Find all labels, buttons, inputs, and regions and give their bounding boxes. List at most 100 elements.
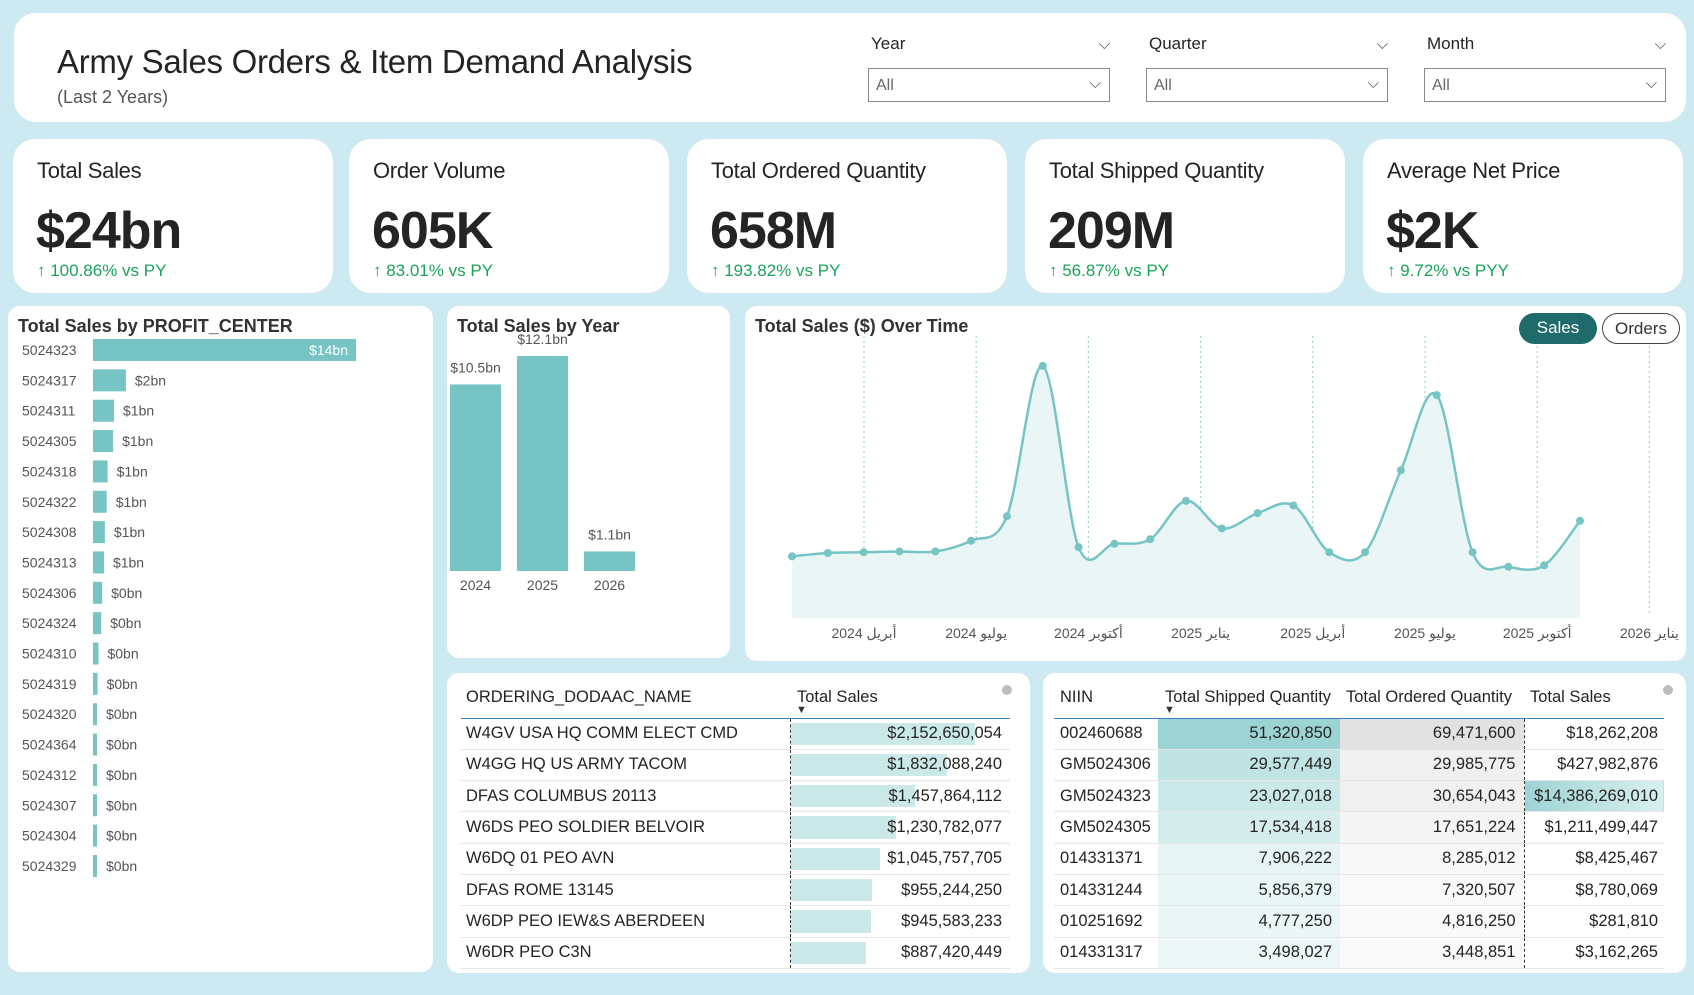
category-label: 5024312 bbox=[22, 767, 77, 783]
niin-cell: 014331317 bbox=[1054, 937, 1158, 969]
bar bbox=[93, 460, 108, 483]
data-label: $0bn bbox=[106, 767, 137, 783]
profit-center-plot: 5024323 $14bn 5024317 $2bn 5024311 $1bn 502430… bbox=[22, 339, 356, 877]
kpi-label: Total Sales bbox=[37, 158, 142, 183]
kpi-label: Average Net Price bbox=[1387, 158, 1561, 183]
kpi-delta: ↑ 100.86% vs PY bbox=[37, 261, 167, 280]
chevron-down-icon[interactable]: ⌵ bbox=[1089, 75, 1101, 92]
shipped-qty-cell: 29,577,449 bbox=[1158, 749, 1340, 782]
month-dropdown[interactable]: All ⌵ bbox=[1424, 68, 1666, 102]
shipped-qty-cell: 3,498,027 bbox=[1158, 937, 1340, 969]
dodaac-name-cell: W4GG HQ US ARMY TACOM bbox=[461, 749, 790, 782]
year-slicer[interactable]: Year ⌵ All ⌵ bbox=[868, 34, 1110, 102]
table-row[interactable]: GM5024305 17,534,418 17,651,224 $1,211,499,… bbox=[1054, 811, 1664, 844]
bar bbox=[93, 399, 115, 422]
bar bbox=[517, 356, 568, 571]
niin-table: NIIN Total Shipped Quantity ▼ Total Order… bbox=[1054, 678, 1664, 969]
orders-toggle-button[interactable]: Orders bbox=[1602, 313, 1680, 344]
x-tick-label: 2025 bbox=[527, 577, 558, 593]
total-sales-cell: $955,244,250 bbox=[789, 874, 1010, 907]
sort-desc-icon[interactable]: ▼ bbox=[1164, 703, 1175, 716]
category-label: 5024305 bbox=[22, 433, 77, 449]
data-label: $0bn bbox=[106, 797, 137, 813]
table-row[interactable]: 010251692 4,777,250 4,816,250 $281,810 bbox=[1054, 905, 1664, 938]
quarter-slicer[interactable]: Quarter ⌵ All ⌵ bbox=[1146, 34, 1388, 102]
category-label: 5024319 bbox=[22, 676, 77, 692]
table-row[interactable]: W4GG HQ US ARMY TACOM $1,832,088,240 bbox=[461, 749, 1010, 782]
column-header-ordered-qty[interactable]: Total Ordered Quantity bbox=[1340, 678, 1524, 719]
data-label: $1bn bbox=[114, 524, 145, 540]
quarter-dropdown[interactable]: All ⌵ bbox=[1146, 68, 1388, 102]
table-row[interactable]: 014331371 7,906,222 8,285,012 $8,425,467 bbox=[1054, 843, 1664, 875]
table-row[interactable]: W6DR PEO C3N $887,420,449 bbox=[461, 937, 1010, 969]
total-sales-cell: $1,211,499,447 bbox=[1523, 811, 1664, 844]
table-row[interactable]: GM5024323 23,027,018 30,654,043 $14,386,269… bbox=[1054, 780, 1664, 813]
bar bbox=[93, 672, 98, 695]
month-slicer-label: Month bbox=[1427, 34, 1475, 53]
column-header-total-sales[interactable]: Total Sales bbox=[1524, 678, 1664, 719]
data-point bbox=[1038, 361, 1047, 370]
data-bar bbox=[791, 816, 896, 839]
shipped-qty-cell: 51,320,850 bbox=[1158, 718, 1340, 750]
category-label: 5024320 bbox=[22, 706, 77, 722]
data-label: $10.5bn bbox=[450, 359, 501, 375]
data-bar bbox=[791, 910, 872, 933]
column-header-shipped-qty[interactable]: Total Shipped Quantity ▼ bbox=[1158, 678, 1340, 719]
bar bbox=[93, 854, 97, 877]
table-row[interactable]: 014331244 5,856,379 7,320,507 $8,780,069 bbox=[1054, 874, 1664, 907]
data-point bbox=[1468, 548, 1477, 557]
table-row[interactable]: DFAS ROME 13145 $955,244,250 bbox=[461, 874, 1010, 907]
data-point bbox=[1253, 509, 1262, 518]
total-sales-cell: $18,262,208 bbox=[1523, 718, 1664, 750]
ordered-qty-cell: 17,651,224 bbox=[1340, 811, 1524, 844]
table-row[interactable]: DFAS COLUMBUS 20113 $1,457,864,112 bbox=[461, 780, 1010, 813]
data-label: $1.1bn bbox=[588, 526, 631, 542]
x-tick-label: يوليو 2024 bbox=[945, 625, 1007, 642]
cell-value: $1,045,757,705 bbox=[887, 849, 1002, 868]
kpi-total-ordered-quantity: Total Ordered Quantity 658M ↑ 193.82% vs… bbox=[687, 139, 1007, 293]
data-point bbox=[1182, 496, 1190, 505]
table-row[interactable]: GM5024306 29,577,449 29,985,775 $427,982,87… bbox=[1054, 749, 1664, 782]
month-slicer[interactable]: Month ⌵ All ⌵ bbox=[1424, 34, 1666, 102]
category-label: 5024317 bbox=[22, 372, 77, 388]
page-title: Army Sales Orders & Item Demand Analysis bbox=[57, 43, 693, 80]
sales-by-year-plot: $10.5bn 2024 $12.1bn 2025 $1.1bn 2026 bbox=[450, 331, 635, 593]
table-row[interactable]: 002460688 51,320,850 69,471,600 $18,262,208 bbox=[1054, 718, 1664, 750]
table-row[interactable]: W6DQ 01 PEO AVN $1,045,757,705 bbox=[461, 843, 1010, 875]
dodaac-table: ORDERING_DODAAC_NAME Total Sales ▼ W4GV U… bbox=[461, 678, 1010, 969]
ordered-qty-cell: 29,985,775 bbox=[1340, 749, 1524, 782]
column-header-dodaac-name[interactable]: ORDERING_DODAAC_NAME bbox=[461, 678, 790, 719]
ordered-qty-cell: 69,471,600 bbox=[1340, 718, 1524, 750]
chevron-down-icon[interactable]: ⌵ bbox=[1645, 75, 1657, 92]
cell-value: $2,152,650,054 bbox=[887, 724, 1002, 743]
table-row[interactable]: W6DP PEO IEW&S ABERDEEN $945,583,233 bbox=[461, 905, 1010, 938]
chevron-down-icon[interactable]: ⌵ bbox=[1098, 36, 1110, 53]
scroll-indicator[interactable] bbox=[1663, 685, 1673, 695]
total-sales-cell: $281,810 bbox=[1523, 905, 1664, 938]
category-label: 5024306 bbox=[22, 585, 77, 601]
data-point bbox=[1289, 501, 1298, 510]
kpi-total-sales: Total Sales $24bn ↑ 100.86% vs PY bbox=[13, 139, 333, 293]
sales-toggle-button[interactable]: Sales bbox=[1519, 313, 1597, 344]
data-point bbox=[823, 549, 832, 557]
sort-desc-icon[interactable]: ▼ bbox=[796, 703, 807, 716]
column-header-niin[interactable]: NIIN bbox=[1054, 678, 1158, 719]
cell-value: $887,420,449 bbox=[901, 943, 1002, 962]
chevron-down-icon[interactable]: ⌵ bbox=[1376, 36, 1388, 53]
kpi-value: 658M bbox=[710, 202, 837, 260]
x-tick-label: أكتوبر 2024 bbox=[1054, 624, 1123, 642]
chevron-down-icon[interactable]: ⌵ bbox=[1654, 36, 1666, 53]
dodaac-name-cell: W6DP PEO IEW&S ABERDEEN bbox=[461, 905, 790, 938]
shipped-qty-cell: 23,027,018 bbox=[1158, 780, 1340, 813]
category-label: 5024307 bbox=[22, 797, 77, 813]
chevron-down-icon[interactable]: ⌵ bbox=[1367, 75, 1379, 92]
table-row[interactable]: W6DS PEO SOLDIER BELVOIR $1,230,782,077 bbox=[461, 811, 1010, 844]
table-row[interactable]: 014331317 3,498,027 3,448,851 $3,162,265 bbox=[1054, 937, 1664, 969]
category-label: 5024323 bbox=[22, 342, 77, 358]
chart-title: Total Sales by PROFIT_CENTER bbox=[18, 316, 293, 336]
column-header-total-sales[interactable]: Total Sales ▼ bbox=[790, 678, 1010, 719]
year-dropdown[interactable]: All ⌵ bbox=[868, 68, 1110, 102]
data-label: $1bn bbox=[117, 463, 148, 479]
table-row[interactable]: W4GV USA HQ COMM ELECT CMD $2,152,650,054 bbox=[461, 718, 1010, 750]
kpi-delta: ↑ 56.87% vs PY bbox=[1049, 261, 1170, 280]
